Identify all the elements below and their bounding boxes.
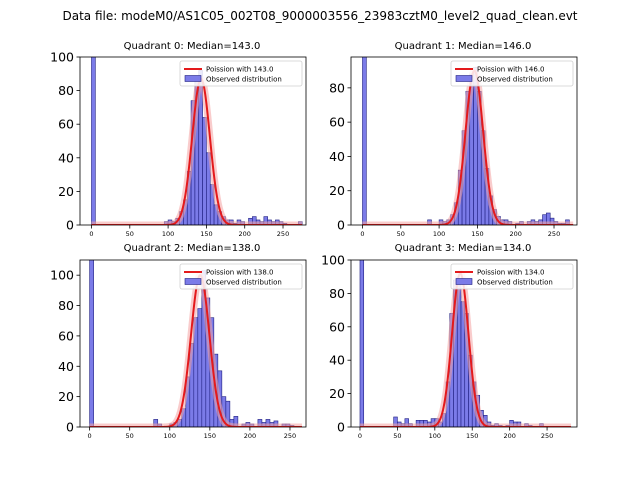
panel-title: Quadrant 3: Median=134.0 — [395, 243, 532, 254]
y-tick-label: 60 — [329, 115, 345, 130]
axes-frame — [350, 56, 578, 226]
histogram-bar — [91, 57, 96, 225]
y-tick-label: 0 — [337, 420, 345, 435]
x-tick-label: 200 — [503, 432, 515, 440]
x-tick-label: 0 — [360, 230, 364, 238]
y-tick-label: 80 — [58, 298, 74, 313]
plot-area — [359, 260, 572, 427]
y-tick-label: 0 — [66, 218, 74, 233]
poisson-curve — [91, 77, 303, 225]
legend-curve-label: Poission with 138.0 — [206, 269, 274, 277]
plot-area — [362, 57, 574, 225]
x-tick-label: 50 — [126, 432, 134, 440]
x-tick-label: 100 — [429, 432, 441, 440]
histogram-bar — [359, 260, 365, 427]
panel-quadrant-3: Quadrant 3: Median=134.0 0 20 40 60 80 100 0 50… — [321, 243, 578, 440]
x-tick-label: 100 — [162, 230, 174, 238]
legend-bars-swatch — [184, 278, 202, 285]
y-tick-label: 100 — [50, 50, 74, 65]
legend-bars-swatch — [455, 75, 473, 82]
poisson-curve — [89, 274, 302, 427]
x-tick-label: 0 — [88, 432, 92, 440]
y-tick-label: 20 — [58, 389, 74, 404]
x-tick-label: 50 — [397, 230, 405, 238]
y-tick-label: 40 — [329, 149, 345, 164]
poisson-curve — [359, 272, 572, 427]
histogram-bar — [362, 57, 367, 225]
y-tick-label: 40 — [329, 353, 345, 368]
y-tick-label: 20 — [58, 184, 74, 199]
legend-box — [450, 60, 574, 87]
panel-quadrant-0: Quadrant 0: Median=143.0 0 20 40 60 80 100 0 50… — [50, 41, 307, 238]
axes-frame — [350, 259, 578, 428]
y-tick-label: 20 — [329, 386, 345, 401]
y-tick-label: 40 — [58, 359, 74, 374]
legend-curve-label: Poission with 146.0 — [477, 66, 545, 74]
panel-title: Quadrant 2: Median=138.0 — [124, 243, 261, 254]
x-tick-label: 150 — [204, 432, 216, 440]
y-tick-label: 0 — [66, 420, 74, 435]
legend-box — [179, 60, 303, 87]
histogram-bar — [225, 400, 231, 427]
legend-bars-swatch — [455, 278, 473, 285]
plot-area — [89, 260, 302, 427]
x-tick-label: 250 — [277, 230, 289, 238]
legend-bars-label: Observed distribution — [206, 76, 282, 84]
panel-quadrant-1: Quadrant 1: Median=146.0 0 20 40 60 80 0 50 100… — [329, 41, 578, 238]
x-tick-label: 200 — [510, 230, 522, 238]
legend-bars-label: Observed distribution — [206, 279, 282, 287]
y-tick-label: 60 — [58, 117, 74, 132]
poisson-curve — [362, 69, 574, 225]
histogram-bar — [202, 117, 207, 225]
panel-title: Quadrant 0: Median=143.0 — [124, 41, 261, 52]
y-tick-label: 80 — [329, 80, 345, 95]
x-tick-label: 200 — [239, 230, 251, 238]
panel-quadrant-2: Quadrant 2: Median=138.0 0 20 40 60 80 100 0 50… — [50, 243, 307, 440]
legend-bars-label: Observed distribution — [477, 76, 553, 84]
y-tick-label: 0 — [337, 218, 345, 233]
axes-frame — [79, 259, 307, 428]
x-tick-label: 50 — [393, 432, 401, 440]
y-tick-label: 100 — [321, 253, 345, 268]
histogram-bar — [89, 260, 94, 427]
x-tick-label: 50 — [126, 230, 134, 238]
panel-title: Quadrant 1: Median=146.0 — [395, 41, 532, 52]
x-tick-label: 150 — [466, 432, 478, 440]
histogram-bar — [197, 308, 203, 427]
x-tick-label: 100 — [433, 230, 445, 238]
plot-area — [91, 57, 303, 225]
x-tick-label: 250 — [284, 432, 296, 440]
x-tick-label: 250 — [548, 230, 560, 238]
y-tick-label: 80 — [329, 286, 345, 301]
axes-frame — [79, 56, 307, 226]
y-tick-label: 100 — [50, 268, 74, 283]
legend-curve-label: Poission with 143.0 — [206, 66, 274, 74]
y-tick-label: 20 — [329, 183, 345, 198]
legend-curve-label: Poission with 134.0 — [477, 269, 545, 277]
x-tick-label: 150 — [471, 230, 483, 238]
legend-bars-swatch — [184, 75, 202, 82]
figure-suptitle: Data file: modeM0/AS1C05_002T08_90000035… — [62, 9, 577, 23]
y-tick-label: 60 — [58, 328, 74, 343]
x-tick-label: 250 — [541, 432, 553, 440]
x-tick-label: 0 — [358, 432, 362, 440]
y-tick-label: 60 — [329, 319, 345, 334]
x-tick-label: 150 — [200, 230, 212, 238]
x-tick-label: 200 — [244, 432, 256, 440]
x-tick-label: 100 — [164, 432, 176, 440]
legend-box — [450, 263, 574, 290]
legend-bars-label: Observed distribution — [477, 279, 553, 287]
x-tick-label: 0 — [89, 230, 93, 238]
legend-box — [179, 263, 303, 290]
y-tick-label: 40 — [58, 150, 74, 165]
histogram-bar — [153, 419, 159, 427]
y-tick-label: 80 — [58, 83, 74, 98]
